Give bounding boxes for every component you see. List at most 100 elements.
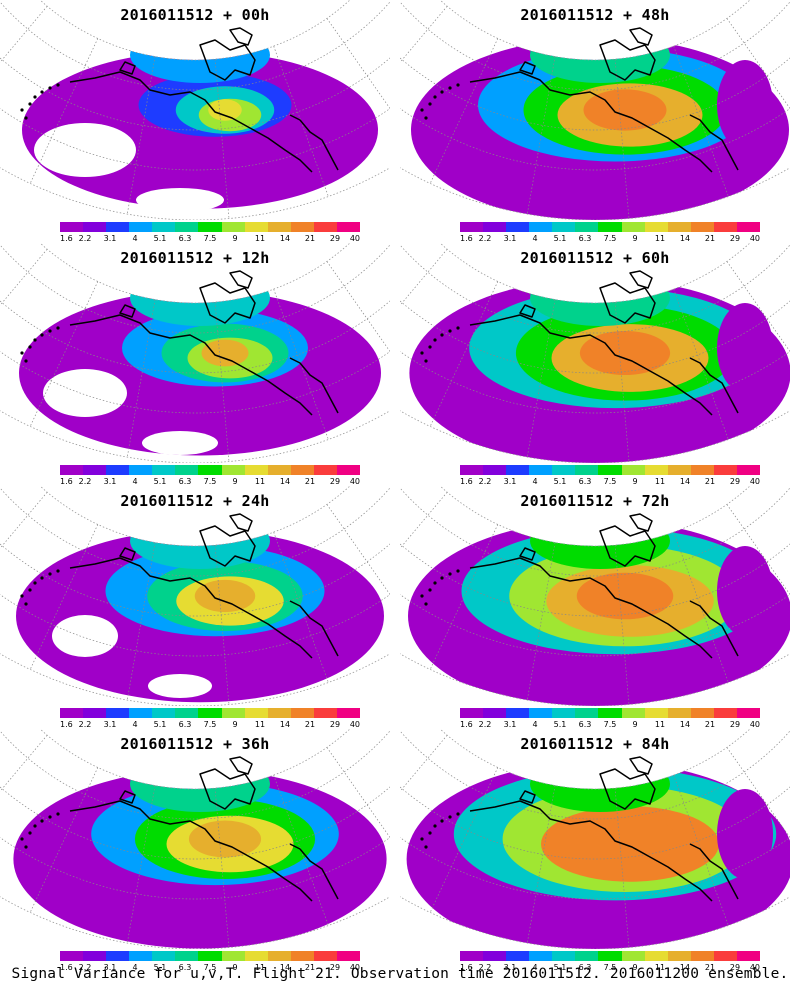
colorbar-swatch <box>198 465 222 475</box>
colorbar-tick-label: 6.3 <box>578 963 592 972</box>
forecast-panel: 2016011512 + 24h 1.6 2.2 3.1 4 5.1 6.3 7.5 9 11 14… <box>0 486 390 729</box>
colorbar-tick-label: 9 <box>232 477 238 486</box>
colorbar-swatch <box>736 951 761 961</box>
colorbar-tick-label: 40 <box>749 720 760 729</box>
colorbar-swatch <box>667 465 691 475</box>
colorbar-swatch <box>736 708 761 718</box>
colorbar-tick-label: 4 <box>132 477 138 486</box>
colorbar-swatch <box>506 222 530 232</box>
colorbar-swatch <box>336 222 361 232</box>
colorbar-tick-label: 29 <box>729 477 741 486</box>
colorbar-tick-label: 29 <box>729 720 741 729</box>
colorbar-swatch <box>221 222 245 232</box>
colorbar-swatch <box>713 951 737 961</box>
colorbar-tick-label: 21 <box>704 477 716 486</box>
colorbar-tick-label: 2.2 <box>478 477 492 486</box>
colorbar-swatch <box>221 951 245 961</box>
colorbar-tick-label: 14 <box>279 963 291 972</box>
colorbar-swatch <box>575 708 599 718</box>
colorbar-tick-label: 14 <box>679 234 691 243</box>
colorbar-tick-label: 11 <box>254 477 266 486</box>
colorbar-tick-label: 29 <box>329 234 341 243</box>
colorbar-tick-label: 7.5 <box>603 234 617 243</box>
colorbar-swatch <box>152 465 176 475</box>
colorbar-swatch <box>267 222 291 232</box>
colorbar-swatch <box>598 708 622 718</box>
colorbar-tick-label: 5.1 <box>553 963 567 972</box>
colorbar-tick-label: 7.5 <box>603 477 617 486</box>
panel-title: 2016011512 + 12h <box>120 249 270 267</box>
panel-title: 2016011512 + 00h <box>120 6 270 24</box>
coastline <box>469 513 739 659</box>
colorbar-swatch <box>175 465 199 475</box>
colorbar-swatch <box>175 708 199 718</box>
colorbar-swatch <box>483 951 507 961</box>
colorbar-swatch <box>460 708 484 718</box>
panel-title: 2016011512 + 60h <box>520 249 670 267</box>
panel-title: 2016011512 + 36h <box>120 735 270 753</box>
colorbar-swatch <box>106 222 130 232</box>
colorbar-labels: 1.6 2.2 3.1 4 5.1 6.3 7.5 9 11 14 21 29 40 <box>60 477 360 487</box>
colorbar-swatch <box>667 951 691 961</box>
coastline <box>69 27 339 173</box>
colorbar-swatch <box>313 951 337 961</box>
colorbar <box>60 465 361 475</box>
colorbar-tick-label: 3.1 <box>503 477 517 486</box>
colorbar-tick-label: 29 <box>729 963 741 972</box>
colorbar-swatch <box>621 951 645 961</box>
colorbar-tick-label: 2.2 <box>78 720 92 729</box>
colorbar-swatch <box>129 222 153 232</box>
colorbar-swatch <box>129 465 153 475</box>
colorbar-tick-label: 14 <box>279 234 291 243</box>
variance-map <box>0 729 390 949</box>
colorbar-tick-label: 6.3 <box>178 963 192 972</box>
colorbar <box>60 951 361 961</box>
colorbar-swatch <box>713 465 737 475</box>
colorbar-tick-label: 2.2 <box>78 234 92 243</box>
colorbar-swatch <box>713 222 737 232</box>
colorbar-swatch <box>598 222 622 232</box>
colorbar-swatch <box>106 951 130 961</box>
colorbar-tick-label: 2.2 <box>78 963 92 972</box>
colorbar-tick-label: 4 <box>532 477 538 486</box>
colorbar-swatch <box>83 708 107 718</box>
colorbar-swatch <box>60 951 84 961</box>
colorbar-swatch <box>529 465 553 475</box>
colorbar-tick-label: 40 <box>749 234 760 243</box>
colorbar-swatch <box>152 222 176 232</box>
coastline <box>469 27 739 173</box>
colorbar-tick-label: 5.1 <box>553 234 567 243</box>
colorbar-swatch <box>313 465 337 475</box>
colorbar-tick-label: 9 <box>632 963 638 972</box>
colorbar-tick-label: 9 <box>232 720 238 729</box>
forecast-panel: 2016011512 + 12h 1.6 2.2 3.1 4 5.1 6.3 7.5 9 11 14… <box>0 243 390 486</box>
colorbar-tick-label: 40 <box>349 720 360 729</box>
colorbar-tick-label: 14 <box>679 963 691 972</box>
colorbar-tick-label: 1.6 <box>60 720 73 729</box>
colorbar-tick-label: 40 <box>349 234 360 243</box>
colorbar-tick-label: 3.1 <box>103 720 117 729</box>
colorbar-swatch <box>198 222 222 232</box>
figure-caption: Signal Variance for u,v,T. Flight 21. Ob… <box>11 966 789 982</box>
colorbar-tick-label: 1.6 <box>460 720 473 729</box>
colorbar-tick-label: 4 <box>532 963 538 972</box>
colorbar-swatch <box>460 465 484 475</box>
panel-title: 2016011512 + 24h <box>120 492 270 510</box>
variance-map <box>0 243 390 463</box>
colorbar-tick-label: 3.1 <box>503 963 517 972</box>
colorbar-swatch <box>244 951 268 961</box>
colorbar-swatch <box>690 708 714 718</box>
colorbar-swatch <box>598 465 622 475</box>
colorbar-swatch <box>506 465 530 475</box>
colorbar-swatch <box>506 708 530 718</box>
colorbar-swatch <box>644 708 668 718</box>
colorbar-tick-label: 9 <box>632 234 638 243</box>
colorbar-tick-label: 21 <box>704 720 716 729</box>
colorbar-tick-label: 5.1 <box>553 477 567 486</box>
colorbar-tick-label: 11 <box>254 720 266 729</box>
colorbar-tick-label: 9 <box>632 720 638 729</box>
variance-map <box>0 486 390 706</box>
colorbar-tick-label: 5.1 <box>153 477 167 486</box>
colorbar-swatch <box>60 465 84 475</box>
colorbar-tick-label: 29 <box>729 234 741 243</box>
